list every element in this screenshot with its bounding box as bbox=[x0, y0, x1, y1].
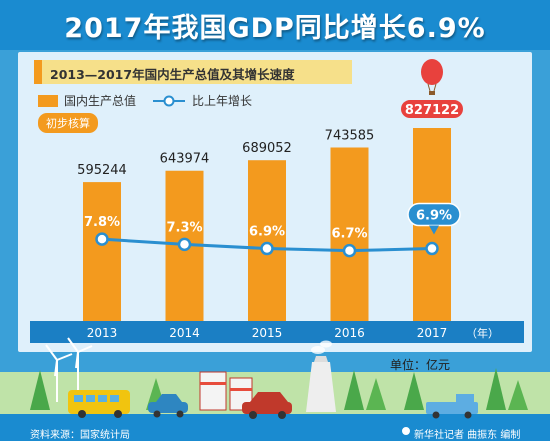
page-title: 2017年我国GDP同比增长6.9% bbox=[64, 13, 486, 44]
preliminary-badge: 初步核算 bbox=[38, 113, 98, 133]
unit-label: 单位：亿元 bbox=[390, 358, 451, 372]
x-tick-label: 2016 bbox=[334, 326, 365, 340]
subtitle-banner bbox=[34, 60, 352, 84]
bar-value-label: 595244 bbox=[77, 163, 127, 178]
growth-point bbox=[95, 232, 109, 246]
balloon-string bbox=[427, 83, 431, 92]
growth-point bbox=[260, 241, 274, 256]
legend-line-swatch bbox=[153, 95, 186, 106]
credit-note: 新华社记者 曲振东 编制 bbox=[414, 430, 521, 441]
bus-icon bbox=[68, 390, 130, 418]
bar-2015 bbox=[248, 160, 286, 321]
bar-value-label: 643974 bbox=[160, 152, 210, 167]
x-tick-label: 2013 bbox=[87, 326, 118, 340]
wind-turbine-icon bbox=[45, 337, 93, 402]
growth-callout-tail bbox=[429, 225, 439, 235]
growth-point bbox=[425, 241, 439, 256]
legend-bar-swatch bbox=[38, 94, 58, 107]
balloon-icon bbox=[421, 59, 443, 86]
balloon-string bbox=[433, 83, 437, 92]
x-tick-label: 2014 bbox=[169, 326, 200, 340]
truck-icon bbox=[426, 394, 478, 419]
xinhua-logo-icon bbox=[400, 425, 412, 437]
car-red-icon bbox=[242, 392, 292, 419]
highlight-pill bbox=[401, 100, 463, 119]
subtitle-accent bbox=[34, 60, 42, 84]
header-banner bbox=[0, 0, 550, 50]
x-axis-label: （年） bbox=[466, 326, 499, 340]
balloon-basket bbox=[429, 91, 435, 96]
growth-label: 6.9% bbox=[416, 209, 452, 224]
footer-bar bbox=[0, 414, 550, 441]
source-note: 资料来源：国家统计局 bbox=[30, 430, 130, 441]
car-blue-icon bbox=[148, 394, 188, 418]
chart-subtitle: 2013—2017年国内生产总值及其增长速度 bbox=[50, 67, 295, 82]
bar-2013 bbox=[83, 182, 121, 321]
x-axis-band bbox=[30, 321, 524, 343]
bar-2016 bbox=[330, 147, 369, 321]
growth-label: 7.8% bbox=[84, 215, 120, 230]
cooling-tower-icon bbox=[306, 340, 336, 412]
growth-label: 7.3% bbox=[166, 220, 202, 235]
bar-value-label: 827122 bbox=[405, 103, 459, 118]
bar-value-label: 689052 bbox=[242, 141, 292, 156]
x-tick-label: 2015 bbox=[252, 326, 283, 340]
x-tick-label: 2017 bbox=[417, 326, 448, 340]
legend-gdp-label: 国内生产总值 bbox=[64, 94, 137, 108]
growth-label: 6.7% bbox=[331, 227, 367, 242]
growth-point bbox=[177, 237, 192, 252]
chart-legend: 国内生产总值 比上年增长 bbox=[38, 92, 252, 109]
bar-value-label: 743585 bbox=[325, 128, 375, 143]
legend-growth-label: 比上年增长 bbox=[192, 94, 253, 108]
factory-tanks-icon bbox=[199, 371, 253, 411]
growth-label: 6.9% bbox=[249, 225, 285, 240]
growth-point bbox=[342, 243, 357, 258]
